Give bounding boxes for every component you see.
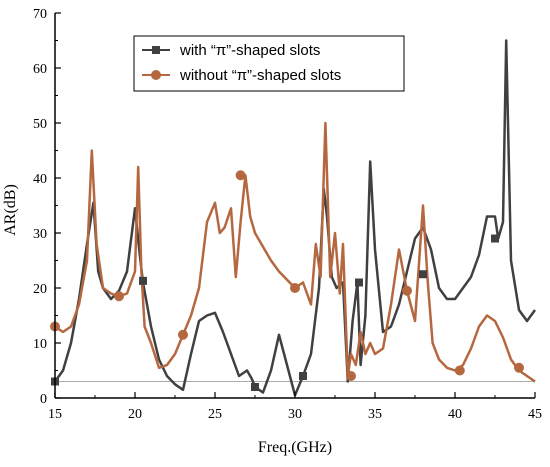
x-tick-label: 35 xyxy=(368,407,382,422)
y-tick-label: 70 xyxy=(33,7,47,22)
y-tick-label: 50 xyxy=(33,117,47,132)
y-tick-label: 30 xyxy=(33,227,47,242)
series-1-marker-5 xyxy=(346,371,356,381)
y-tick-label: 40 xyxy=(33,172,47,187)
series-1-marker-2 xyxy=(178,329,188,340)
y-axis-title: AR(dB) xyxy=(2,184,19,236)
legend-marker-with-slots xyxy=(152,46,160,54)
series-line-1 xyxy=(54,121,536,383)
legend-box xyxy=(133,35,405,92)
y-tick-label: 0 xyxy=(40,392,47,407)
series-1-marker-8 xyxy=(514,362,524,373)
x-tick-label: 15 xyxy=(48,407,62,422)
x-tick-label: 25 xyxy=(208,407,222,422)
series-1-marker-4 xyxy=(290,283,300,293)
series-0-marker-6 xyxy=(491,234,499,243)
y-tick-label: 20 xyxy=(33,282,47,297)
series-1-marker-1 xyxy=(114,291,124,302)
x-axis-title: Freq.(GHz) xyxy=(258,439,332,456)
series-1-marker-6 xyxy=(402,285,412,296)
series-0-marker-3 xyxy=(299,372,307,380)
y-tick-label: 60 xyxy=(33,62,47,77)
series-0-marker-2 xyxy=(251,383,259,391)
series-0-marker-5 xyxy=(419,270,427,279)
x-tick-label: 45 xyxy=(528,407,542,422)
series-1-marker-7 xyxy=(454,365,465,376)
x-tick-label: 30 xyxy=(288,407,302,422)
legend: with “π”-shaped slots without “π”-shaped… xyxy=(133,35,405,92)
series-0-marker-4 xyxy=(355,278,363,287)
legend-label-with-slots: with “π”-shaped slots xyxy=(179,42,320,59)
legend-label-without-slots: without “π”-shaped slots xyxy=(179,67,341,84)
series-1-marker-3 xyxy=(235,170,246,181)
series-0-marker-1 xyxy=(139,276,147,285)
x-tick-label: 20 xyxy=(128,407,142,422)
x-tick-label: 40 xyxy=(448,407,462,422)
series-layer xyxy=(50,39,537,397)
y-tick-label: 10 xyxy=(33,337,47,352)
series-line-0 xyxy=(53,39,537,397)
axes-layer: 15 20 25 30 35 40 45 0 10 20 30 40 50 60 70 xyxy=(33,7,542,422)
legend-marker-without-slots xyxy=(151,70,161,80)
